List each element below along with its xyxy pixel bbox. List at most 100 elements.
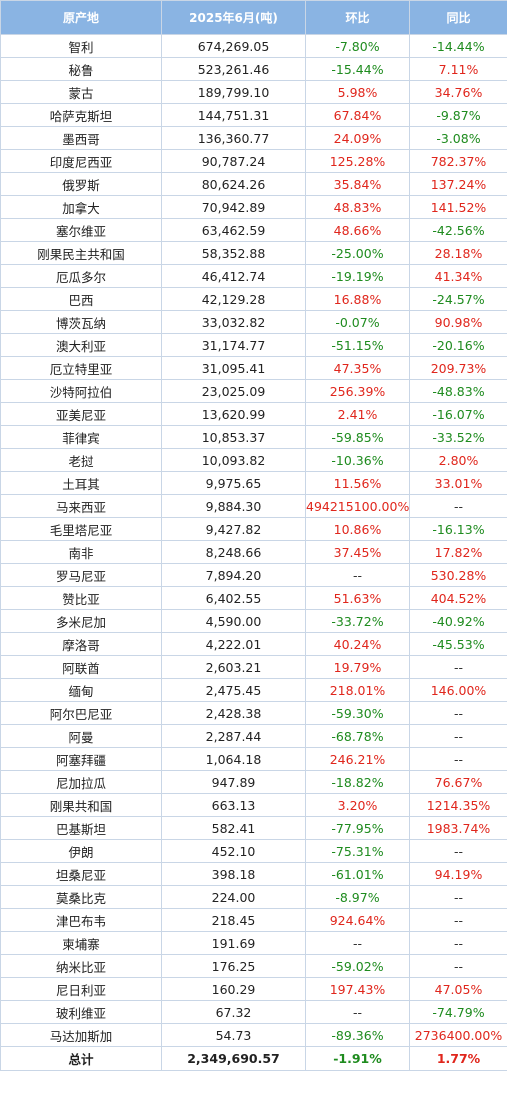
table-row: 赞比亚 6,402.55 51.63% 404.52%	[0, 586, 507, 610]
cell-mom: 2.41%	[305, 402, 410, 426]
cell-yoy: -45.53%	[409, 632, 507, 656]
cell-origin: 马达加斯加	[0, 1023, 162, 1047]
cell-mom: -33.72%	[305, 609, 410, 633]
table-row: 阿联酋 2,603.21 19.79% --	[0, 655, 507, 679]
cell-yoy: -20.16%	[409, 333, 507, 357]
cell-yoy: 34.76%	[409, 80, 507, 104]
table-row: 巴西 42,129.28 16.88% -24.57%	[0, 287, 507, 311]
cell-volume: 2,475.45	[161, 678, 306, 702]
cell-mom: -19.19%	[305, 264, 410, 288]
cell-volume: 2,603.21	[161, 655, 306, 679]
header-mom: 环比	[305, 0, 410, 35]
cell-origin: 智利	[0, 34, 162, 58]
cell-volume: 8,248.66	[161, 540, 306, 564]
table-row: 智利 674,269.05 -7.80% -14.44%	[0, 34, 507, 58]
cell-mom: 48.66%	[305, 218, 410, 242]
cell-volume: 218.45	[161, 908, 306, 932]
import-origin-table: 原产地 2025年6月(吨) 环比 同比 智利 674,269.05 -7.80% -…	[0, 0, 507, 1071]
table-row: 阿曼 2,287.44 -68.78% --	[0, 724, 507, 748]
cell-origin: 老挝	[0, 448, 162, 472]
table-row: 尼加拉瓜 947.89 -18.82% 76.67%	[0, 770, 507, 794]
table-row: 菲律宾 10,853.37 -59.85% -33.52%	[0, 425, 507, 449]
table-row: 厄瓜多尔 46,412.74 -19.19% 41.34%	[0, 264, 507, 288]
cell-volume: 70,942.89	[161, 195, 306, 219]
cell-origin: 伊朗	[0, 839, 162, 863]
cell-yoy: --	[409, 908, 507, 932]
table-row: 沙特阿拉伯 23,025.09 256.39% -48.83%	[0, 379, 507, 403]
cell-volume: 674,269.05	[161, 34, 306, 58]
cell-volume: 58,352.88	[161, 241, 306, 265]
table-row: 塞尔维亚 63,462.59 48.66% -42.56%	[0, 218, 507, 242]
cell-yoy: -16.07%	[409, 402, 507, 426]
cell-volume: 4,590.00	[161, 609, 306, 633]
table-row: 土耳其 9,975.65 11.56% 33.01%	[0, 471, 507, 495]
cell-origin: 毛里塔尼亚	[0, 517, 162, 541]
cell-volume: 54.73	[161, 1023, 306, 1047]
cell-origin: 厄立特里亚	[0, 356, 162, 380]
cell-origin: 巴基斯坦	[0, 816, 162, 840]
cell-origin: 莫桑比克	[0, 885, 162, 909]
cell-volume: 7,894.20	[161, 563, 306, 587]
cell-yoy: -14.44%	[409, 34, 507, 58]
cell-mom: 494215100.00%	[305, 494, 410, 518]
cell-mom: 11.56%	[305, 471, 410, 495]
cell-origin: 厄瓜多尔	[0, 264, 162, 288]
cell-mom: -59.85%	[305, 425, 410, 449]
cell-yoy: --	[409, 747, 507, 771]
cell-volume: 189,799.10	[161, 80, 306, 104]
table-row: 刚果共和国 663.13 3.20% 1214.35%	[0, 793, 507, 817]
cell-origin: 沙特阿拉伯	[0, 379, 162, 403]
cell-mom: 35.84%	[305, 172, 410, 196]
table-row: 马来西亚 9,884.30 494215100.00% --	[0, 494, 507, 518]
total-yoy: 1.77%	[409, 1046, 507, 1071]
cell-yoy: --	[409, 655, 507, 679]
table-row: 莫桑比克 224.00 -8.97% --	[0, 885, 507, 909]
cell-volume: 9,975.65	[161, 471, 306, 495]
cell-yoy: 2.80%	[409, 448, 507, 472]
cell-mom: -61.01%	[305, 862, 410, 886]
table-row: 缅甸 2,475.45 218.01% 146.00%	[0, 678, 507, 702]
cell-yoy: 1983.74%	[409, 816, 507, 840]
cell-volume: 31,095.41	[161, 356, 306, 380]
cell-volume: 9,427.82	[161, 517, 306, 541]
header-yoy: 同比	[409, 0, 507, 35]
cell-origin: 摩洛哥	[0, 632, 162, 656]
cell-yoy: 146.00%	[409, 678, 507, 702]
cell-origin: 博茨瓦纳	[0, 310, 162, 334]
cell-mom: -0.07%	[305, 310, 410, 334]
cell-yoy: -16.13%	[409, 517, 507, 541]
cell-yoy: 404.52%	[409, 586, 507, 610]
total-row: 总计 2,349,690.57 -1.91% 1.77%	[0, 1046, 507, 1071]
table-row: 柬埔寨 191.69 -- --	[0, 931, 507, 955]
table-row: 南非 8,248.66 37.45% 17.82%	[0, 540, 507, 564]
table-row: 印度尼西亚 90,787.24 125.28% 782.37%	[0, 149, 507, 173]
cell-origin: 坦桑尼亚	[0, 862, 162, 886]
cell-volume: 42,129.28	[161, 287, 306, 311]
cell-origin: 阿联酋	[0, 655, 162, 679]
cell-volume: 452.10	[161, 839, 306, 863]
table-header-row: 原产地 2025年6月(吨) 环比 同比	[0, 0, 507, 35]
cell-origin: 纳米比亚	[0, 954, 162, 978]
cell-origin: 阿塞拜疆	[0, 747, 162, 771]
table-row: 巴基斯坦 582.41 -77.95% 1983.74%	[0, 816, 507, 840]
cell-volume: 398.18	[161, 862, 306, 886]
total-origin: 总计	[0, 1046, 162, 1071]
table-row: 纳米比亚 176.25 -59.02% --	[0, 954, 507, 978]
cell-origin: 阿尔巴尼亚	[0, 701, 162, 725]
cell-mom: --	[305, 563, 410, 587]
cell-origin: 菲律宾	[0, 425, 162, 449]
table-row: 罗马尼亚 7,894.20 -- 530.28%	[0, 563, 507, 587]
cell-mom: 48.83%	[305, 195, 410, 219]
cell-volume: 67.32	[161, 1000, 306, 1024]
cell-yoy: -42.56%	[409, 218, 507, 242]
cell-origin: 刚果共和国	[0, 793, 162, 817]
cell-mom: 67.84%	[305, 103, 410, 127]
table-row: 博茨瓦纳 33,032.82 -0.07% 90.98%	[0, 310, 507, 334]
cell-mom: 924.64%	[305, 908, 410, 932]
cell-mom: -59.02%	[305, 954, 410, 978]
cell-mom: -77.95%	[305, 816, 410, 840]
cell-volume: 663.13	[161, 793, 306, 817]
cell-volume: 947.89	[161, 770, 306, 794]
cell-mom: 37.45%	[305, 540, 410, 564]
cell-yoy: 782.37%	[409, 149, 507, 173]
